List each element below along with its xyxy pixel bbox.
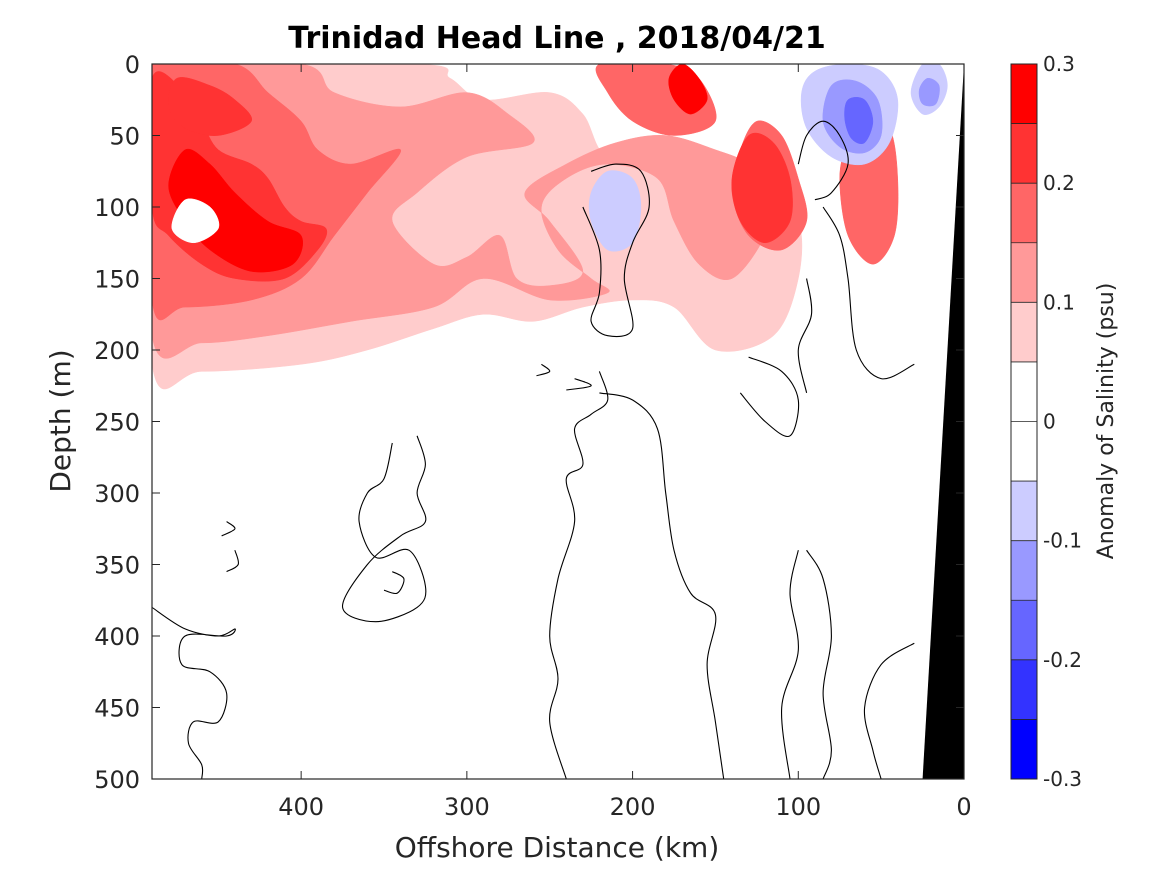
y-tick-label: 300 bbox=[94, 480, 140, 508]
colorbar-swatch-3 bbox=[1011, 242, 1037, 303]
x-tick-label: 0 bbox=[956, 793, 971, 821]
colorbar-swatch-6 bbox=[1011, 421, 1037, 482]
colorbar-swatch-8 bbox=[1011, 540, 1037, 601]
zero-contour-0 bbox=[152, 606, 236, 779]
x-tick-label: 200 bbox=[610, 793, 656, 821]
zero-contour-4 bbox=[226, 550, 240, 573]
y-tick-label: 400 bbox=[94, 623, 140, 651]
y-axis-ticks: 0 50 100 150 200 250 300 350 400 450 500 bbox=[94, 51, 964, 794]
colorbar-swatch-11 bbox=[1011, 719, 1037, 779]
y-tick-label: 450 bbox=[94, 695, 140, 723]
colorbar-swatch-4 bbox=[1011, 302, 1037, 362]
zero-contour-15 bbox=[536, 363, 551, 377]
zero-contour-14 bbox=[797, 278, 813, 394]
zero-contour-16 bbox=[566, 378, 592, 391]
colorbar-ticks: 0.3 0.2 0.1 0 -0.1 -0.2 -0.3 bbox=[1043, 52, 1082, 791]
colorbar-swatch-2 bbox=[1011, 183, 1037, 243]
zero-contour-12 bbox=[822, 206, 915, 380]
bathymetry-layer bbox=[922, 64, 964, 779]
contour-region-10 bbox=[668, 64, 708, 115]
contour-region-11 bbox=[731, 132, 793, 244]
colorbar-tick-label: 0 bbox=[1043, 410, 1056, 434]
zero-contour-13 bbox=[797, 120, 849, 201]
chart-title: Trinidad Head Line , 2018/04/21 bbox=[288, 21, 825, 56]
contour-region-15 bbox=[844, 97, 874, 145]
colorbar-swatch-9 bbox=[1011, 600, 1037, 660]
contour-region-18 bbox=[588, 170, 642, 252]
x-axis-ticks: 400 300 200 100 0 bbox=[278, 64, 972, 821]
contour-region-12 bbox=[171, 198, 220, 244]
seafloor-shape bbox=[922, 64, 964, 779]
y-tick-label: 350 bbox=[94, 552, 140, 580]
zero-contour-8 bbox=[582, 163, 650, 338]
zero-contour-layer bbox=[152, 120, 915, 779]
colorbar-tick-label: -0.1 bbox=[1043, 529, 1082, 553]
zero-contour-3 bbox=[221, 521, 236, 537]
y-tick-label: 50 bbox=[109, 123, 140, 151]
colorbar-label: Anomaly of Salinity (psu) bbox=[1094, 283, 1119, 560]
zero-contour-10 bbox=[781, 550, 799, 779]
y-tick-label: 200 bbox=[94, 337, 140, 365]
zero-contour-1 bbox=[342, 435, 427, 623]
colorbar-tick-label: 0.2 bbox=[1043, 171, 1075, 195]
zero-contour-7 bbox=[739, 356, 800, 438]
y-axis-label: Depth (m) bbox=[44, 349, 77, 492]
colorbar-swatch-0 bbox=[1011, 64, 1037, 124]
colorbar-swatches bbox=[1011, 63, 1037, 779]
colorbar: 0.3 0.2 0.1 0 -0.1 -0.2 -0.3 bbox=[1010, 52, 1082, 791]
zero-contour-11 bbox=[863, 642, 915, 779]
contour-region-7 bbox=[168, 77, 253, 136]
contour-region-17 bbox=[918, 77, 940, 107]
colorbar-swatch-5 bbox=[1011, 361, 1037, 422]
colorbar-tick-label: -0.2 bbox=[1043, 648, 1082, 672]
colorbar-swatch-1 bbox=[1011, 123, 1037, 184]
contour-fill-layer bbox=[152, 64, 948, 390]
zero-contour-2 bbox=[383, 571, 405, 595]
y-tick-label: 500 bbox=[94, 766, 140, 794]
zero-contour-6 bbox=[599, 392, 725, 779]
x-axis-label: Offshore Distance (km) bbox=[395, 831, 720, 864]
y-tick-label: 100 bbox=[94, 194, 140, 222]
y-tick-label: 250 bbox=[94, 409, 140, 437]
zero-contour-9 bbox=[806, 549, 832, 779]
x-tick-label: 100 bbox=[775, 793, 821, 821]
colorbar-tick-label: 0.3 bbox=[1043, 52, 1075, 76]
colorbar-frame bbox=[1010, 63, 1038, 780]
zero-contour-5 bbox=[549, 371, 609, 779]
colorbar-tick-label: 0.1 bbox=[1043, 290, 1075, 314]
y-tick-label: 150 bbox=[94, 266, 140, 294]
y-tick-label: 0 bbox=[125, 51, 140, 79]
colorbar-tick-label: -0.3 bbox=[1043, 767, 1082, 791]
colorbar-swatch-7 bbox=[1011, 481, 1037, 541]
plot-area: 400 300 200 100 0 0 50 100 150 200 250 300 350 400 45… bbox=[94, 51, 972, 821]
colorbar-swatch-10 bbox=[1011, 659, 1037, 720]
x-tick-label: 300 bbox=[444, 793, 490, 821]
x-tick-label: 400 bbox=[278, 793, 324, 821]
